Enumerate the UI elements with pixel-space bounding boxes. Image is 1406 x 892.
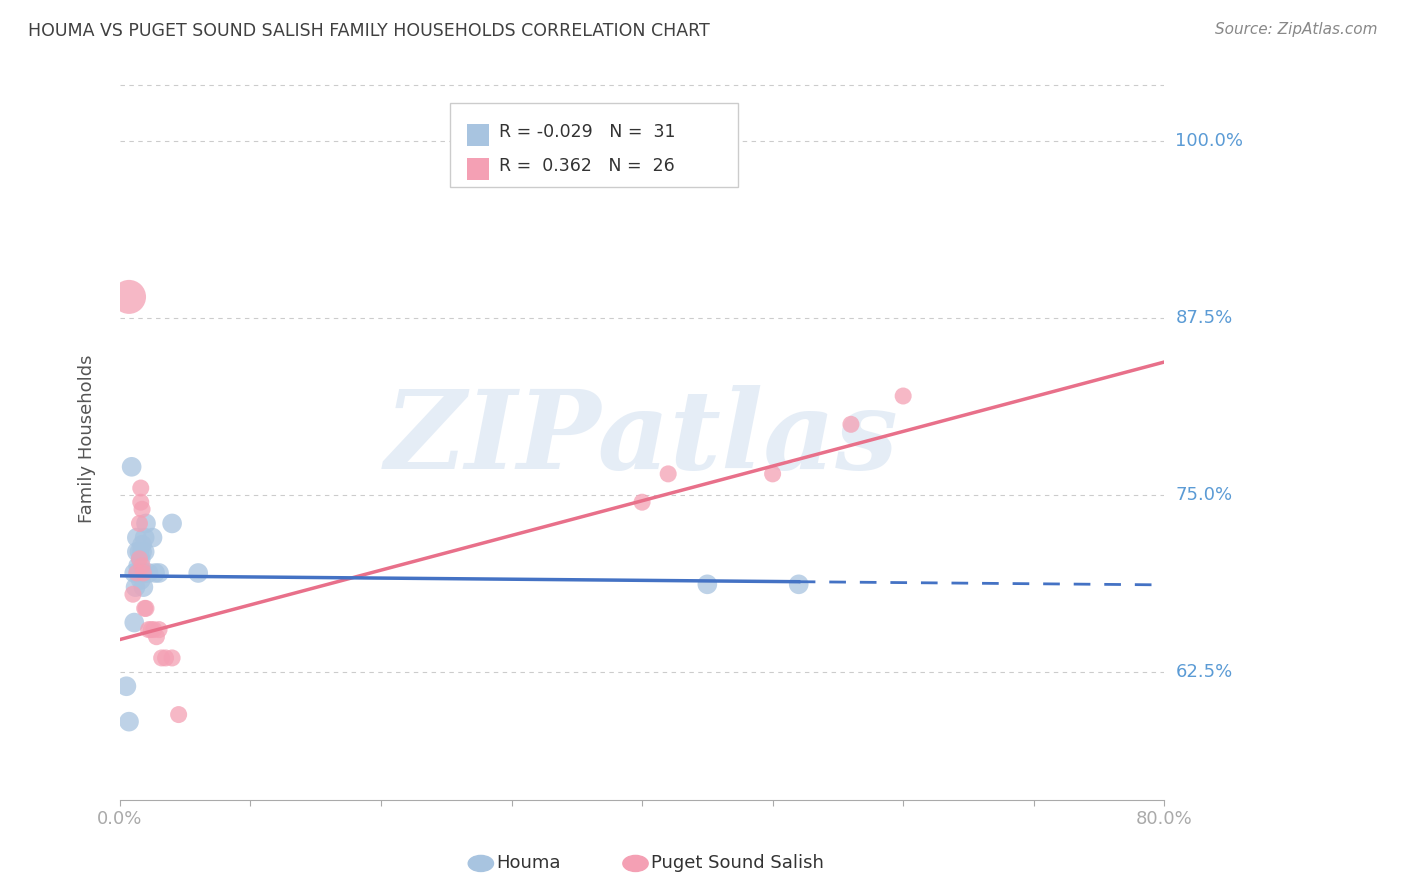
- Text: R =  0.362   N =  26: R = 0.362 N = 26: [499, 157, 675, 175]
- Point: [132, 566, 155, 580]
- Text: Houma: Houma: [496, 855, 561, 872]
- Text: Puget Sound Salish: Puget Sound Salish: [651, 855, 824, 872]
- Point: [121, 459, 143, 474]
- Point: [124, 580, 146, 594]
- Point: [129, 481, 152, 495]
- Point: [118, 290, 141, 304]
- Point: [118, 714, 141, 729]
- Point: [155, 651, 177, 665]
- Point: [131, 502, 153, 516]
- Text: 87.5%: 87.5%: [1175, 310, 1233, 327]
- Point: [122, 566, 145, 580]
- Point: [787, 577, 810, 591]
- Point: [127, 566, 149, 580]
- Point: [129, 573, 152, 587]
- Point: [148, 566, 170, 580]
- Point: [135, 516, 157, 531]
- Point: [134, 545, 156, 559]
- Point: [129, 495, 152, 509]
- Text: HOUMA VS PUGET SOUND SALISH FAMILY HOUSEHOLDS CORRELATION CHART: HOUMA VS PUGET SOUND SALISH FAMILY HOUSE…: [28, 22, 710, 40]
- Point: [187, 566, 209, 580]
- Point: [134, 601, 156, 615]
- Point: [167, 707, 190, 722]
- Point: [132, 566, 155, 580]
- Point: [131, 545, 153, 559]
- Point: [141, 531, 163, 545]
- Point: [145, 630, 167, 644]
- Point: [128, 516, 150, 531]
- Point: [128, 551, 150, 566]
- Point: [150, 651, 173, 665]
- Point: [891, 389, 914, 403]
- Point: [125, 566, 148, 580]
- Point: [122, 587, 145, 601]
- Point: [135, 601, 157, 615]
- Text: Source: ZipAtlas.com: Source: ZipAtlas.com: [1215, 22, 1378, 37]
- Point: [138, 623, 160, 637]
- Point: [131, 558, 153, 573]
- Point: [657, 467, 679, 481]
- Point: [160, 651, 183, 665]
- Point: [148, 623, 170, 637]
- Point: [127, 558, 149, 573]
- Point: [132, 566, 155, 580]
- Point: [134, 531, 156, 545]
- Point: [141, 623, 163, 637]
- Text: R = -0.029   N =  31: R = -0.029 N = 31: [499, 123, 676, 141]
- Point: [125, 545, 148, 559]
- Point: [129, 566, 152, 580]
- Point: [128, 545, 150, 559]
- Y-axis label: Family Households: Family Households: [79, 354, 96, 523]
- Point: [125, 531, 148, 545]
- Point: [129, 551, 152, 566]
- Point: [138, 566, 160, 580]
- Point: [122, 615, 145, 630]
- Point: [131, 538, 153, 552]
- Point: [132, 580, 155, 594]
- Text: 62.5%: 62.5%: [1175, 663, 1233, 681]
- Point: [631, 495, 654, 509]
- Text: 100.0%: 100.0%: [1175, 132, 1243, 150]
- Point: [160, 516, 183, 531]
- Point: [143, 566, 166, 580]
- Text: 75.0%: 75.0%: [1175, 486, 1233, 504]
- Point: [115, 679, 138, 693]
- Point: [839, 417, 862, 432]
- Point: [696, 577, 718, 591]
- Point: [142, 623, 165, 637]
- Point: [762, 467, 785, 481]
- Text: ZIPatlas: ZIPatlas: [385, 384, 898, 492]
- Point: [128, 566, 150, 580]
